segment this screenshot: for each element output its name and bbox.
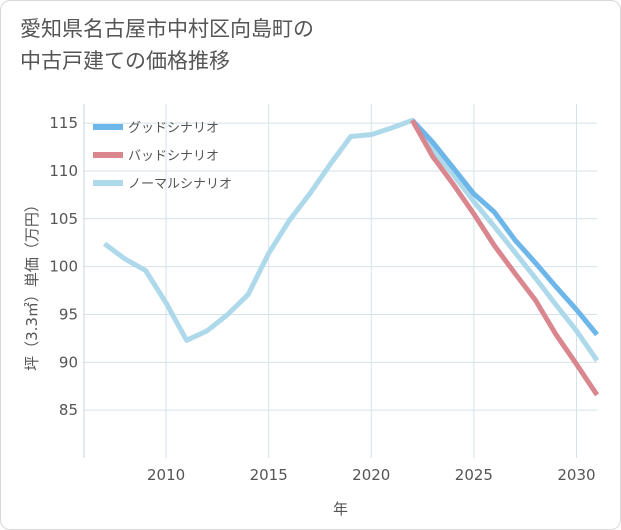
y-axis-label: 坪（3.3㎡）単価（万円） xyxy=(23,197,41,371)
y-tick-label: 110 xyxy=(49,162,78,180)
grid-lines xyxy=(84,104,597,458)
x-tick-label: 2010 xyxy=(147,466,185,484)
y-tick-label: 115 xyxy=(49,114,78,132)
y-tick-label: 95 xyxy=(59,305,78,323)
y-tick-label: 85 xyxy=(59,401,78,419)
x-axis-label: 年 xyxy=(333,500,348,518)
series-line-2 xyxy=(103,117,600,362)
axes: 2010 2015 2020 2025 2030 85 90 95 100 105 110 115 xyxy=(49,104,596,484)
legend-label: グッドシナリオ xyxy=(128,121,219,136)
series-line-0 xyxy=(410,118,599,337)
x-tick-label: 2030 xyxy=(557,466,595,484)
legend-label: ノーマルシナリオ xyxy=(128,177,232,192)
y-tick-label: 90 xyxy=(59,353,78,371)
x-tick-label: 2025 xyxy=(455,466,493,484)
chart-title-line1: 愛知県名古屋市中村区向島町の xyxy=(20,17,314,41)
y-tick-label: 105 xyxy=(49,210,78,228)
legend-label: バッドシナリオ xyxy=(128,149,219,164)
series-lines xyxy=(103,117,600,397)
chart-title: 愛知県名古屋市中村区向島町の 中古戸建ての価格推移 xyxy=(20,13,580,77)
chart-title-line2: 中古戸建ての価格推移 xyxy=(20,49,230,73)
series-line-1 xyxy=(410,119,600,397)
y-tick-label: 100 xyxy=(49,258,78,276)
x-tick-label: 2015 xyxy=(250,466,288,484)
x-tick-label: 2020 xyxy=(352,466,390,484)
